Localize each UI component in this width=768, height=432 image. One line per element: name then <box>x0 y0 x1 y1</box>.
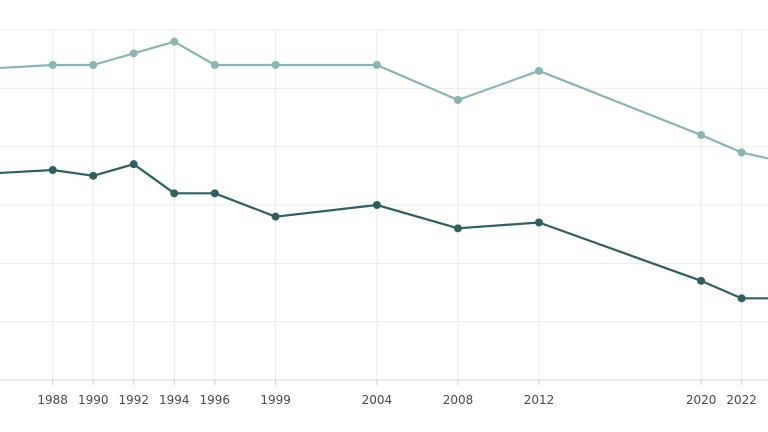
series-2-point <box>737 294 746 303</box>
x-tick-label: 1999 <box>260 393 291 407</box>
series-1-point <box>129 49 138 58</box>
series-2-point <box>271 212 280 221</box>
series-2-point <box>170 189 179 198</box>
x-tick-label: 2008 <box>443 393 474 407</box>
x-tick-label: 1990 <box>78 393 109 407</box>
series-2-point <box>697 276 706 285</box>
x-tick-label: 1996 <box>200 393 231 407</box>
series-1-point <box>48 61 57 69</box>
series-2-point <box>89 171 98 180</box>
series-2-point <box>48 166 57 174</box>
x-tick-label: 2012 <box>524 393 555 407</box>
series-layer <box>0 37 768 303</box>
series-2-point <box>129 160 138 169</box>
x-axis: 1988 1990 1992 1994 1996 1999 2004 2008 2012 2020… <box>0 379 768 407</box>
series-1-point <box>737 148 746 157</box>
series-1-point <box>453 96 462 104</box>
series-1-point <box>372 61 381 69</box>
grid <box>0 29 768 380</box>
series-1-point <box>170 37 179 46</box>
x-tick-label: 1994 <box>159 393 190 407</box>
series-1-point <box>535 66 544 75</box>
x-tick-label: 2020 <box>686 393 717 407</box>
series-2-point <box>372 201 381 209</box>
series-line-2 <box>0 163 768 300</box>
series-1-point <box>210 61 219 69</box>
series-2-point <box>210 189 219 198</box>
x-tick-label: 2022 <box>726 393 757 407</box>
series-1-point <box>271 61 280 69</box>
x-tick-label: 1988 <box>37 393 68 407</box>
series-2-point <box>453 224 462 233</box>
series-1-point <box>697 131 706 139</box>
series-line-1 <box>0 40 768 160</box>
x-tick-label: 2004 <box>362 393 393 407</box>
series-1-point <box>89 61 98 69</box>
series-2-point <box>535 218 544 227</box>
x-tick-label: 1992 <box>118 393 149 407</box>
